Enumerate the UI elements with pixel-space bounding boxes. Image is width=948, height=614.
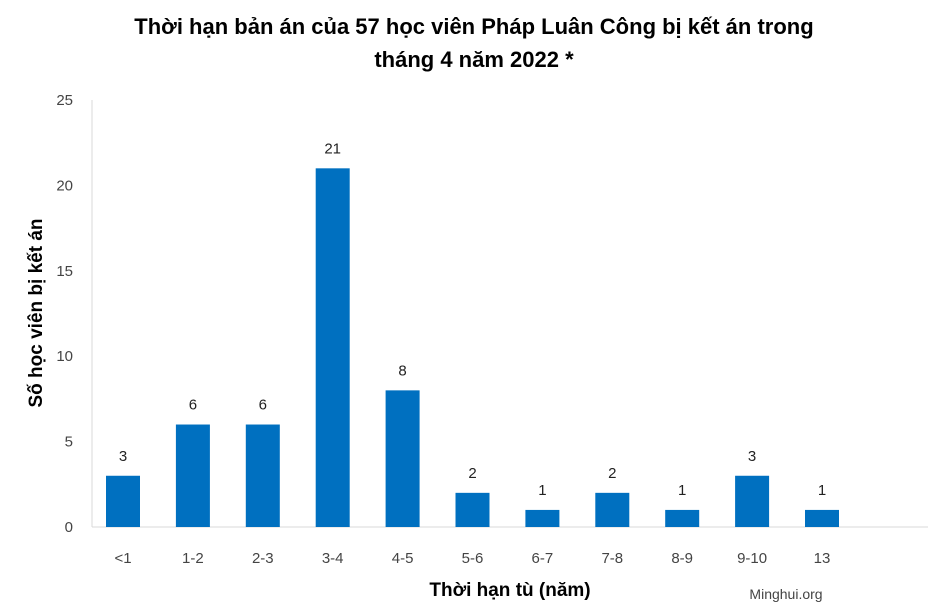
- bar: [245, 424, 280, 527]
- x-tick-label: 2-3: [252, 550, 274, 567]
- x-axis-ticks: <1 1-2 2-3 3-4 4-5 5-6 6-7 7-8 8-9 9-10 13: [114, 550, 830, 567]
- data-label: 3: [748, 448, 756, 465]
- x-tick-label: 7-8: [601, 550, 623, 567]
- bar: [665, 509, 700, 527]
- bar: [455, 492, 490, 527]
- x-axis-title: Thời hạn tù (năm): [429, 580, 590, 601]
- data-label: 8: [398, 362, 406, 379]
- data-label: 3: [119, 448, 127, 465]
- y-tick-label: 0: [65, 519, 73, 536]
- y-tick-label: 20: [56, 177, 73, 194]
- data-label: 1: [818, 482, 826, 499]
- x-tick-label: 5-6: [462, 550, 484, 567]
- y-axis-ticks: 0 5 10 15 20 25: [56, 92, 73, 536]
- x-tick-label: 9-10: [737, 550, 767, 567]
- x-tick-label: 4-5: [392, 550, 414, 567]
- y-tick-label: 25: [56, 92, 73, 109]
- data-label: 1: [678, 482, 686, 499]
- chart-title-line-1: Thời hạn bản án của 57 học viên Pháp Luâ…: [134, 14, 813, 39]
- bar: [525, 509, 560, 527]
- y-tick-label: 10: [56, 348, 73, 365]
- bar: [805, 509, 839, 527]
- x-tick-label: 13: [814, 550, 831, 567]
- bars-group: [106, 168, 839, 527]
- data-label: 2: [608, 465, 616, 482]
- bar: [106, 475, 140, 527]
- data-label: 1: [538, 482, 546, 499]
- x-tick-label: 6-7: [532, 550, 554, 567]
- data-label: 21: [324, 140, 341, 157]
- y-tick-label: 15: [56, 263, 73, 280]
- data-label: 6: [259, 397, 267, 414]
- bar: [175, 424, 210, 527]
- bar: [735, 475, 770, 527]
- x-tick-label: <1: [114, 550, 131, 567]
- source-label: Minghui.org: [749, 586, 822, 602]
- bar: [315, 168, 350, 527]
- x-tick-label: 8-9: [671, 550, 693, 567]
- bar: [385, 390, 420, 527]
- x-tick-label: 3-4: [322, 550, 344, 567]
- bar: [595, 492, 630, 527]
- y-axis-title: Số học viên bị kết án: [26, 219, 47, 408]
- data-label: 2: [468, 465, 476, 482]
- data-label: 6: [189, 397, 197, 414]
- x-tick-label: 1-2: [182, 550, 204, 567]
- y-tick-label: 5: [65, 434, 73, 451]
- chart-title-line-2: tháng 4 năm 2022 *: [374, 47, 574, 72]
